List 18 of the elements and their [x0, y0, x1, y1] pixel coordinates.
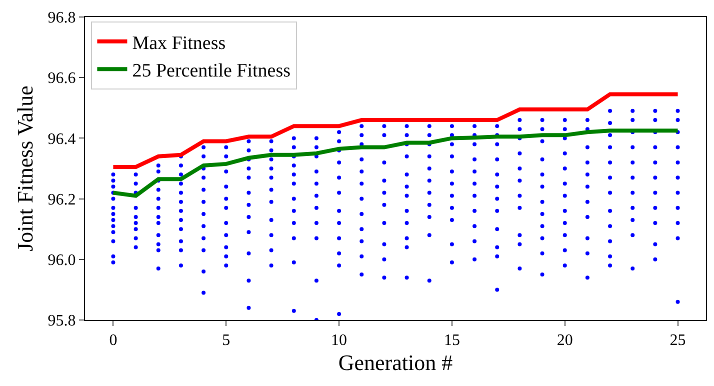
x-tick-label: 0	[109, 332, 118, 350]
y-tick-label: 96.0	[48, 252, 76, 269]
x-tick-label: 15	[444, 332, 460, 350]
y-tick-label: 96.6	[48, 70, 76, 88]
x-tick-label: 10	[331, 332, 348, 350]
legend-label: 25 Percentile Fitness	[132, 60, 291, 82]
line-series	[111, 128, 680, 198]
x-tick-label: 25	[670, 332, 686, 350]
y-tick-label: 96.2	[48, 191, 76, 208]
y-tick-label: 95.8	[48, 312, 76, 330]
line-series	[111, 92, 680, 169]
legend-label: Max Fitness	[132, 32, 226, 54]
y-tick-label: 96.8	[48, 10, 76, 27]
x-axis-title: Generation #	[338, 350, 453, 376]
x-tick-label: 20	[556, 332, 573, 350]
y-tick-label: 96.4	[48, 130, 76, 148]
y-axis-title: Joint Fitness Value	[12, 86, 38, 252]
x-tick-label: 5	[222, 332, 230, 350]
